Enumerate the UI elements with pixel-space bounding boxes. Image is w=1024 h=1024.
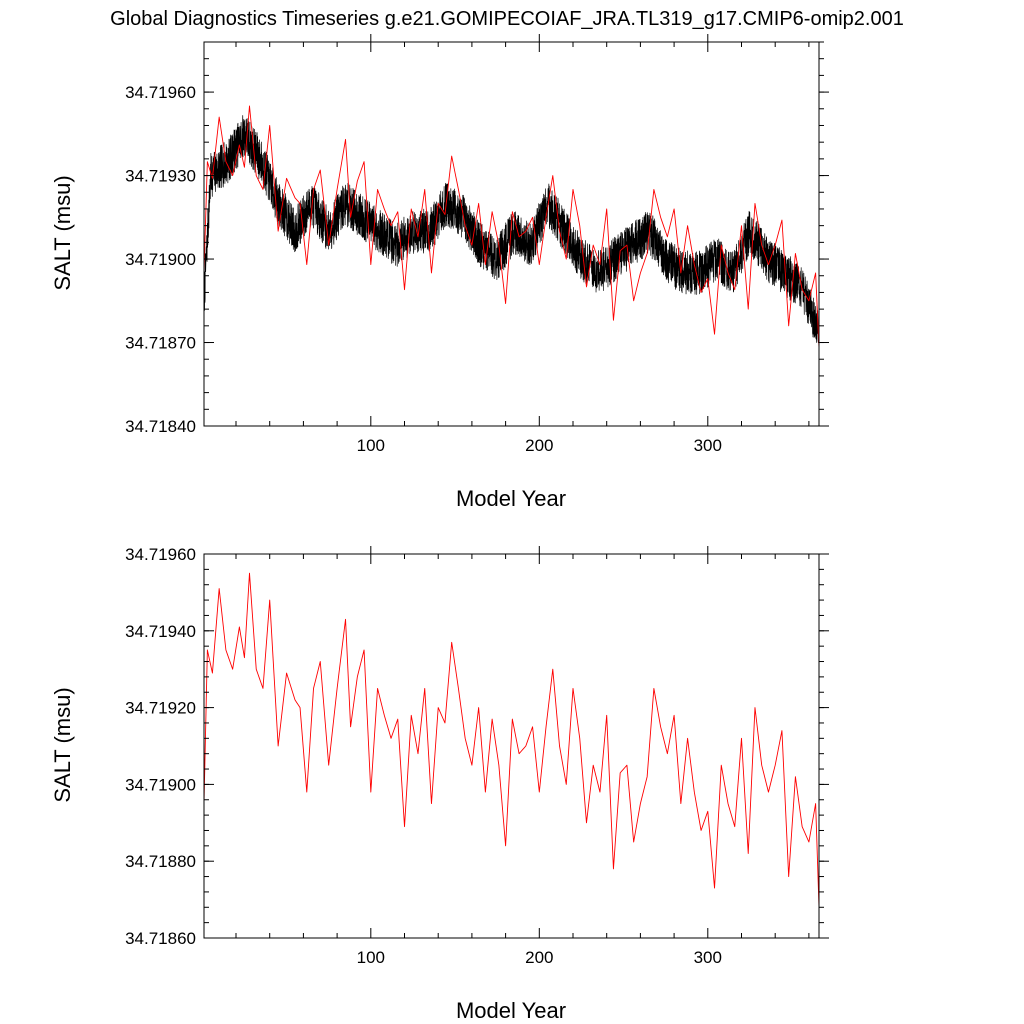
y-tick-label: 34.71900 xyxy=(125,775,196,794)
plot-frame xyxy=(203,553,820,939)
bottom-panel: SALT (msu) Model Year 100 200 300 34.71860 3… xyxy=(50,545,829,1023)
x-tick-label: 300 xyxy=(694,436,722,455)
top-xlabel: Model Year xyxy=(456,486,566,511)
y-tick-label: 34.71930 xyxy=(125,167,196,186)
figure-title: Global Diagnostics Timeseries g.e21.GOMI… xyxy=(110,8,904,30)
x-tick-label: 100 xyxy=(357,948,385,967)
y-tick-label: 34.71960 xyxy=(125,83,196,102)
series-line-annual xyxy=(203,572,820,908)
x-tick-label: 200 xyxy=(525,948,553,967)
y-tick-label: 34.71840 xyxy=(125,417,196,436)
series-line-annual xyxy=(203,105,820,349)
x-tick-label: 300 xyxy=(694,948,722,967)
y-tick-label: 34.71940 xyxy=(125,622,196,641)
top-plot-area: 100 200 300 34.71840 34.71870 34.71900 34.7193… xyxy=(125,34,829,455)
bottom-ylabel: SALT (msu) xyxy=(50,687,75,802)
y-tick-label: 34.71860 xyxy=(125,929,196,948)
series-line-monthly xyxy=(203,115,820,344)
y-tick-label: 34.71900 xyxy=(125,250,196,269)
y-tick-label: 34.71960 xyxy=(125,545,196,564)
plot-frame xyxy=(203,41,820,427)
bottom-xlabel: Model Year xyxy=(456,998,566,1023)
x-tick-label: 200 xyxy=(525,436,553,455)
y-tick-label: 34.71870 xyxy=(125,334,196,353)
top-ylabel: SALT (msu) xyxy=(50,175,75,290)
y-tick-label: 34.71880 xyxy=(125,852,196,871)
top-panel: SALT (msu) Model Year 100 200 300 34.71840 3… xyxy=(50,34,829,511)
y-tick-label: 34.71920 xyxy=(125,699,196,718)
x-tick-label: 100 xyxy=(357,436,385,455)
bottom-plot-area: 100 200 300 34.71860 34.71880 34.71900 34.7192… xyxy=(125,545,829,967)
